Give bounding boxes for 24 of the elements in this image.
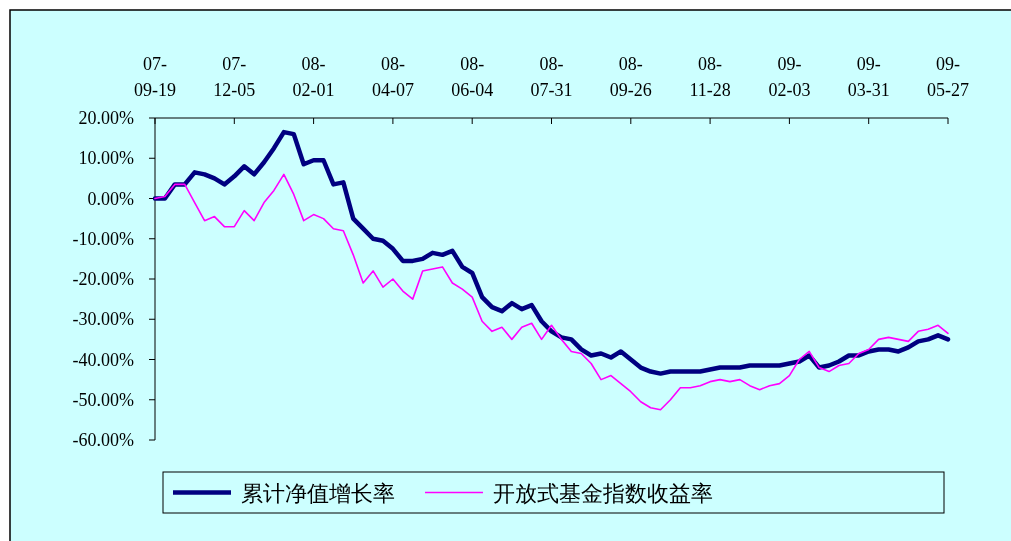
x-tick-label: 09-03-31 — [847, 54, 890, 100]
y-tick-label: -20.00% — [72, 269, 134, 289]
line-series — [154, 173, 949, 411]
y-tick-label: -10.00% — [72, 228, 134, 249]
x-tick-label: 08-06-04 — [451, 54, 494, 100]
x-tick-label: 08-04-07 — [371, 54, 414, 100]
x-tick-label: 07-09-19 — [134, 54, 176, 100]
x-tick-label: 08-02-01 — [292, 54, 335, 100]
x-tick-label: 08-09-26 — [609, 54, 652, 100]
line-series — [152, 129, 951, 376]
x-tick-label: 08-07-31 — [530, 54, 573, 100]
legend-label: 开放式基金指数收益率 — [493, 480, 713, 506]
legend-label: 累计净值增长率 — [241, 480, 395, 506]
x-tick-label: 08-11-28 — [689, 54, 731, 100]
x-tick-label: 09-05-27 — [927, 54, 969, 100]
y-tick-label: -40.00% — [72, 349, 134, 370]
x-tick-label: 07-12-05 — [213, 54, 256, 100]
y-tick-label: 10.00% — [78, 148, 134, 169]
x-tick-label: 09-02-03 — [768, 54, 811, 100]
y-tick-label: 0.00% — [87, 188, 134, 209]
y-tick-label: 20.00% — [78, 108, 134, 128]
y-tick-label: -60.00% — [72, 430, 134, 450]
y-tick-label: -30.00% — [72, 309, 134, 330]
y-tick-label: -50.00% — [72, 389, 134, 410]
